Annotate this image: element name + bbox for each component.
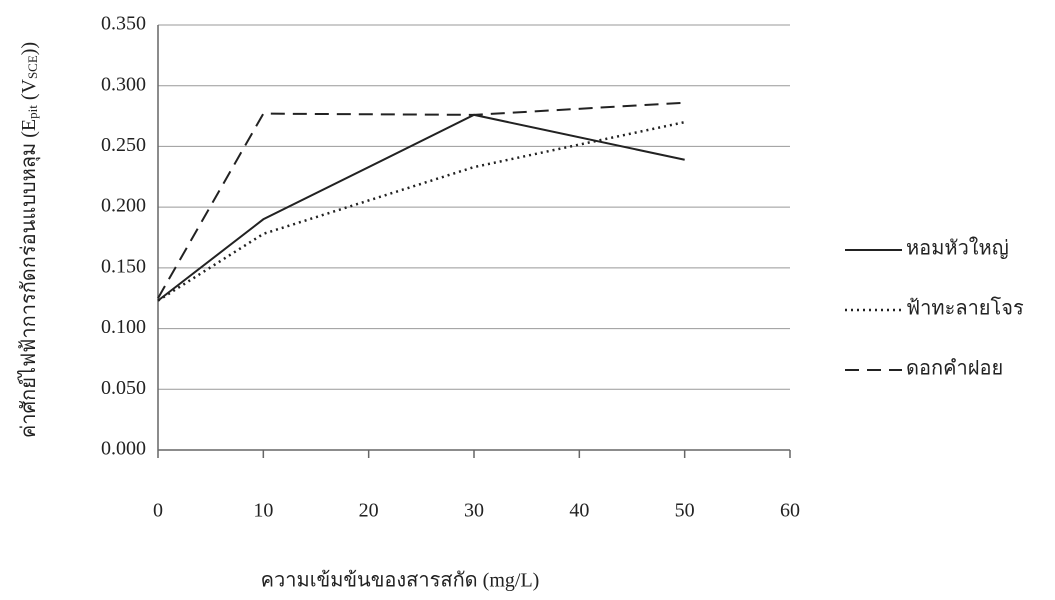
y-tick-label: 0.350	[101, 13, 146, 35]
data-line	[158, 122, 685, 301]
legend-label: ฟ้าทะลายโจร	[906, 297, 1024, 320]
y-axis-title: ค่าศักย์ไฟฟ้าการกัดกร่อนแบบหลุม (Epit (V…	[17, 42, 41, 438]
x-tick-label: 60	[780, 500, 800, 522]
y-tick-label: 0.100	[101, 316, 146, 338]
x-tick-label: 10	[253, 500, 273, 522]
y-axis-title-part: (V	[18, 78, 40, 105]
x-tick-label: 50	[675, 500, 695, 522]
y-axis-title-part: ค่าศักย์ไฟฟ้าการกัดกร่อนแบบหลุม (E	[17, 119, 41, 438]
legend-label: ดอกคำฝอย	[906, 358, 1003, 380]
y-axis-title-subscript: SCE	[25, 55, 40, 79]
y-tick-label: 0.250	[101, 134, 146, 156]
y-axis-title-subscript: pit	[25, 105, 40, 119]
y-tick-label: 0.000	[101, 438, 146, 460]
x-axis-title: ความเข้มข้นของสารสกัด (mg/L)	[261, 570, 540, 592]
y-tick-label: 0.200	[101, 195, 146, 217]
data-line	[158, 103, 685, 299]
data-line	[158, 115, 685, 301]
chart: ความเข้มข้นของสารสกัด (mg/L) ค่าศักย์ไฟฟ…	[0, 0, 1055, 600]
legend-label: หอมหัวใหญ่	[906, 237, 1009, 260]
y-tick-label: 0.150	[101, 255, 146, 277]
y-tick-label: 0.050	[101, 377, 146, 399]
x-tick-label: 0	[153, 500, 163, 522]
x-tick-label: 20	[359, 500, 379, 522]
y-axis-title-part: ))	[18, 42, 40, 55]
x-tick-label: 40	[569, 500, 589, 522]
x-tick-label: 30	[464, 500, 484, 522]
y-tick-label: 0.300	[101, 73, 146, 95]
